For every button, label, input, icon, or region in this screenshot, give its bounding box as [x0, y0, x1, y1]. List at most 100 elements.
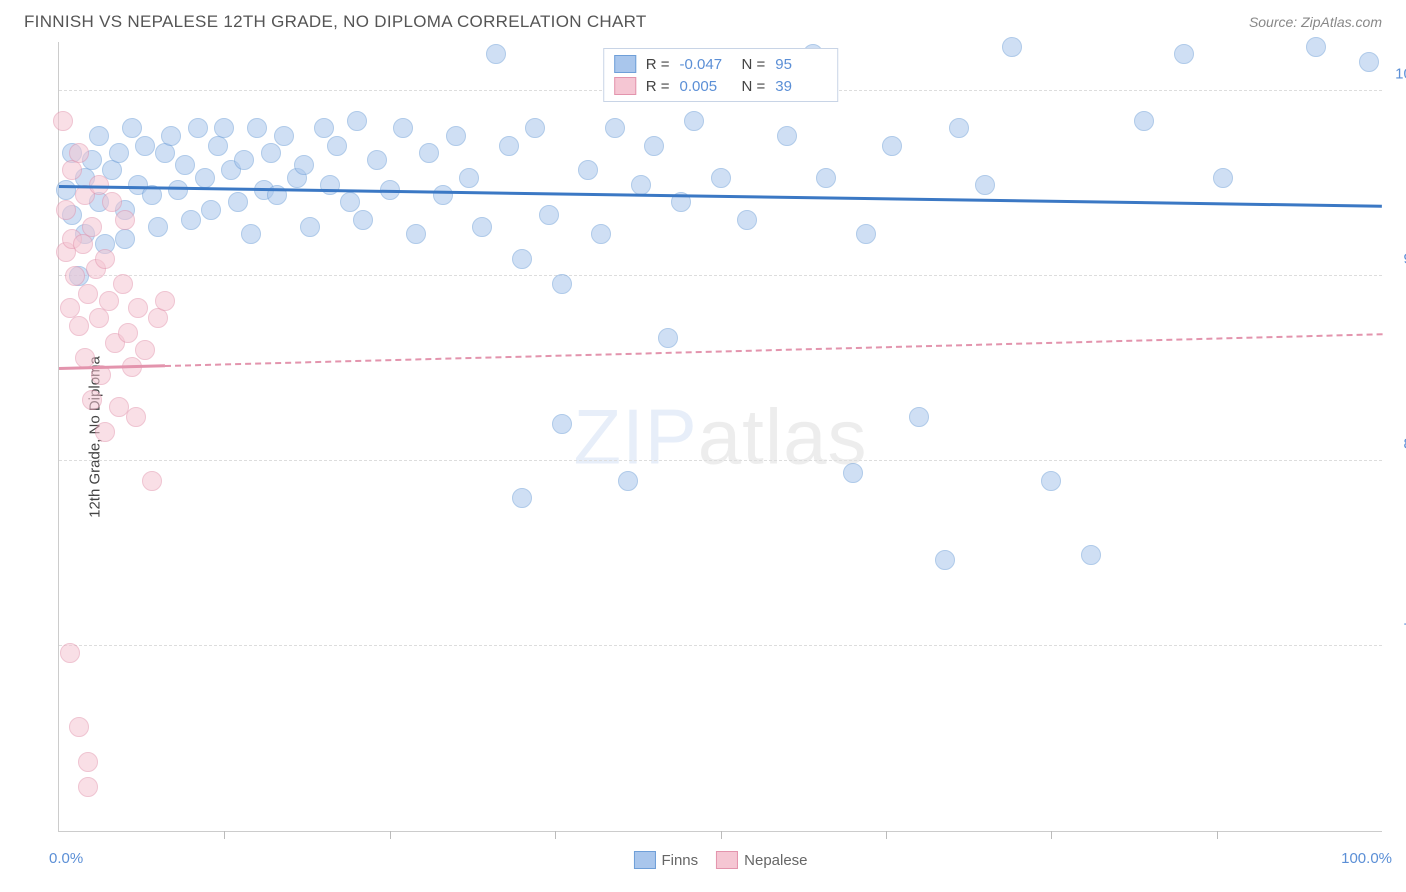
scatter-point	[148, 308, 168, 328]
gridline	[59, 275, 1382, 276]
scatter-point	[856, 224, 876, 244]
scatter-point	[294, 155, 314, 175]
scatter-point	[113, 274, 133, 294]
y-tick-label: 100.0%	[1395, 66, 1406, 83]
source-label: Source: ZipAtlas.com	[1249, 14, 1382, 30]
scatter-point	[82, 390, 102, 410]
scatter-point	[214, 118, 234, 138]
scatter-point	[175, 155, 195, 175]
scatter-point	[1213, 168, 1233, 188]
scatter-point	[578, 160, 598, 180]
scatter-point	[69, 717, 89, 737]
scatter-point	[882, 136, 902, 156]
scatter-point	[459, 168, 479, 188]
legend-swatch	[716, 851, 738, 869]
scatter-point	[122, 118, 142, 138]
r-value: 0.005	[680, 78, 732, 95]
scatter-point	[155, 291, 175, 311]
r-label: R =	[646, 78, 670, 95]
scatter-point	[247, 118, 267, 138]
scatter-point	[78, 777, 98, 797]
legend-item: Nepalese	[716, 851, 807, 869]
scatter-point	[618, 471, 638, 491]
scatter-point	[658, 328, 678, 348]
scatter-point	[975, 175, 995, 195]
scatter-point	[148, 217, 168, 237]
scatter-point	[1002, 37, 1022, 57]
scatter-point	[591, 224, 611, 244]
scatter-point	[135, 136, 155, 156]
legend-swatch	[614, 77, 636, 95]
scatter-point	[525, 118, 545, 138]
scatter-point	[353, 210, 373, 230]
scatter-point	[909, 407, 929, 427]
scatter-point	[60, 643, 80, 663]
scatter-point	[1081, 545, 1101, 565]
scatter-point	[1359, 52, 1379, 72]
correlation-legend: R = -0.047 N = 95 R = 0.005 N = 39	[603, 48, 839, 102]
scatter-point	[737, 210, 757, 230]
scatter-point	[126, 407, 146, 427]
scatter-point	[188, 118, 208, 138]
scatter-point	[82, 217, 102, 237]
scatter-point	[78, 752, 98, 772]
trend-line	[165, 333, 1382, 367]
series-legend: Finns Nepalese	[633, 851, 807, 869]
scatter-point	[228, 192, 248, 212]
scatter-point	[1134, 111, 1154, 131]
watermark: ZIPatlas	[573, 391, 867, 482]
scatter-point	[499, 136, 519, 156]
legend-row: R =-0.047N =95	[614, 53, 828, 75]
scatter-point	[65, 266, 85, 286]
scatter-point	[95, 422, 115, 442]
legend-row: R = 0.005 N = 39	[614, 75, 828, 97]
scatter-point	[1174, 44, 1194, 64]
scatter-point	[56, 200, 76, 220]
scatter-point	[234, 150, 254, 170]
scatter-point	[118, 323, 138, 343]
scatter-point	[168, 180, 188, 200]
legend-swatch	[614, 55, 636, 73]
scatter-point	[78, 284, 98, 304]
scatter-point	[181, 210, 201, 230]
x-tick	[721, 831, 722, 839]
r-value: -0.047	[680, 56, 732, 73]
watermark-thin: atlas	[698, 392, 868, 480]
scatter-point	[539, 205, 559, 225]
scatter-point	[314, 118, 334, 138]
n-label: N =	[742, 78, 766, 95]
x-max-label: 100.0%	[1341, 850, 1392, 867]
chart-header: FINNISH VS NEPALESE 12TH GRADE, NO DIPLO…	[0, 0, 1406, 42]
scatter-point	[340, 192, 360, 212]
n-label: N =	[742, 56, 766, 73]
scatter-point	[605, 118, 625, 138]
scatter-point	[843, 463, 863, 483]
scatter-point	[684, 111, 704, 131]
n-value: 95	[775, 56, 827, 73]
legend-label: Finns	[661, 852, 698, 869]
scatter-point	[274, 126, 294, 146]
x-tick	[1051, 831, 1052, 839]
scatter-point	[95, 249, 115, 269]
watermark-bold: ZIP	[573, 392, 697, 480]
scatter-point	[347, 111, 367, 131]
scatter-point	[261, 143, 281, 163]
scatter-point	[644, 136, 664, 156]
legend-swatch	[633, 851, 655, 869]
scatter-point	[300, 217, 320, 237]
x-min-label: 0.0%	[49, 850, 83, 867]
scatter-point	[631, 175, 651, 195]
trend-line	[59, 365, 165, 371]
scatter-point	[393, 118, 413, 138]
scatter-point	[406, 224, 426, 244]
plot-region: ZIPatlas 100.0%92.5%85.0%77.5%0.0%100.0%…	[58, 42, 1382, 832]
scatter-point	[195, 168, 215, 188]
scatter-point	[142, 471, 162, 491]
legend-label: Nepalese	[744, 852, 807, 869]
n-value: 39	[775, 78, 827, 95]
scatter-point	[62, 160, 82, 180]
x-tick	[390, 831, 391, 839]
scatter-point	[552, 274, 572, 294]
gridline	[59, 460, 1382, 461]
scatter-point	[208, 136, 228, 156]
